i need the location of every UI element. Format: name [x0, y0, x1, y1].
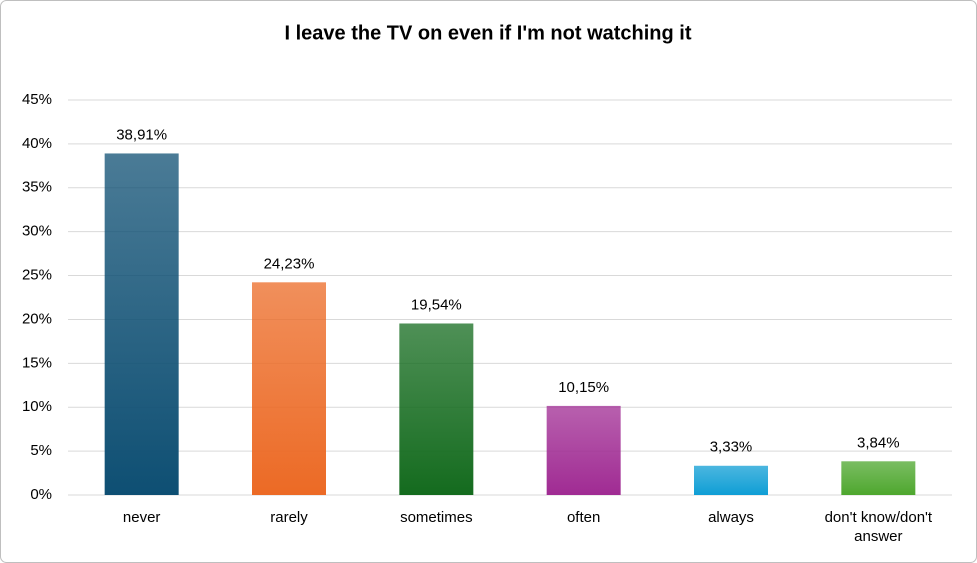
- x-tick-label: don't know/don't answer: [824, 509, 933, 545]
- bar: [399, 323, 474, 495]
- y-tick-label: 45%: [22, 91, 52, 108]
- y-tick-label: 20%: [22, 310, 52, 327]
- value-label: 3,33%: [710, 439, 753, 456]
- value-label: 19,54%: [411, 296, 462, 313]
- y-tick-label: 0%: [30, 486, 52, 503]
- bar: [252, 282, 326, 495]
- y-tick-label: 30%: [22, 223, 52, 240]
- value-label: 3,84%: [857, 434, 900, 451]
- bar: [104, 153, 179, 495]
- y-tick-label: 35%: [22, 179, 52, 196]
- y-tick-label: 25%: [22, 267, 52, 284]
- bar: [546, 405, 621, 495]
- bar: [694, 465, 768, 495]
- y-tick-label: 5%: [30, 442, 52, 459]
- x-tick-label: never: [122, 509, 161, 526]
- y-tick-label: 15%: [22, 354, 52, 371]
- x-tick-label: always: [708, 509, 754, 526]
- bar: [841, 461, 916, 495]
- x-tick-label: rarely: [270, 509, 308, 526]
- x-tick-label: sometimes: [400, 509, 473, 526]
- y-tick-label: 10%: [22, 398, 52, 415]
- x-tick-label: often: [566, 509, 601, 526]
- value-label: 10,15%: [558, 379, 609, 396]
- value-label: 24,23%: [264, 255, 315, 272]
- chart-title: I leave the TV on even if I'm not watchi…: [284, 22, 691, 44]
- value-label: 38,91%: [116, 126, 167, 143]
- y-tick-label: 40%: [22, 135, 52, 152]
